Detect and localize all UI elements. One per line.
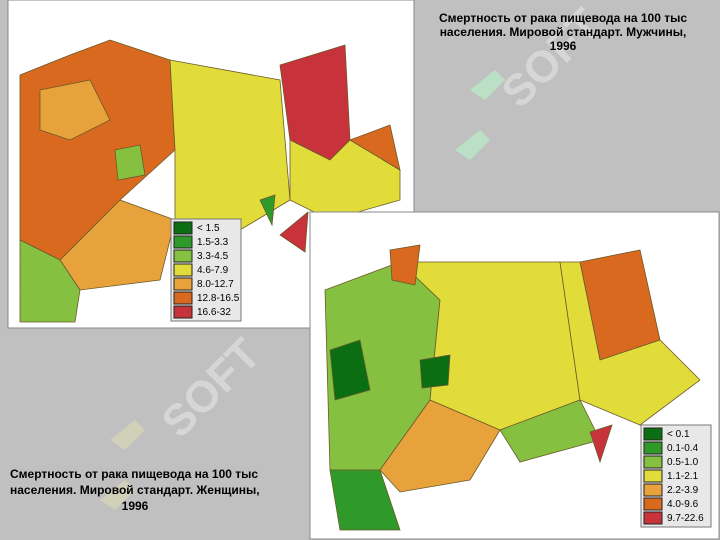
region [19, 239, 81, 323]
region [329, 339, 371, 401]
legend-label: 0.5-1.0 [667, 457, 699, 468]
legend-swatch [643, 483, 663, 497]
region [559, 261, 701, 426]
title-men: Смертность от рака пищевода на 100 тыс н… [439, 11, 687, 53]
legend-swatch [643, 511, 663, 525]
map-title: 1996 [550, 39, 577, 53]
legend: < 1.5 1.5-3.3 3.3-4.5 4.6-7.9 8.0-12.7 12.8-1… [170, 218, 242, 322]
legend-label: 2.2-3.9 [667, 485, 699, 496]
region [389, 244, 421, 286]
legend-label: 4.6-7.9 [197, 265, 229, 276]
legend-swatch [643, 455, 663, 469]
map-title: 1996 [122, 499, 149, 513]
region [114, 144, 146, 181]
legend-label: 4.0-9.6 [667, 499, 699, 510]
region [589, 424, 613, 464]
title-women: Смертность от рака пищевода на 100 тыс н… [10, 467, 260, 513]
legend-swatch [643, 427, 663, 441]
legend-label: 1.1-2.1 [667, 471, 699, 482]
legend-label: 8.0-12.7 [197, 279, 234, 290]
legend-swatch [173, 235, 193, 249]
legend-label: 16.6-32 [197, 307, 231, 318]
legend-swatch [643, 441, 663, 455]
legend-swatch [173, 249, 193, 263]
legend-label: 12.8-16.5 [197, 293, 240, 304]
region [259, 194, 276, 227]
map-title: Смертность от рака пищевода на 100 тыс [10, 467, 258, 481]
watermark: SOFT [152, 329, 270, 447]
region [39, 79, 111, 141]
logo [455, 70, 505, 160]
legend: < 0.1 0.1-0.4 0.5-1.0 1.1-2.1 2.2-3.9 4.0-9.6… [640, 424, 712, 528]
legend-label: 1.5-3.3 [197, 237, 229, 248]
legend-swatch [643, 497, 663, 511]
legend-swatch [173, 277, 193, 291]
legend-label: 9.7-22.6 [667, 513, 704, 524]
map-title: Смертность от рака пищевода на 100 тыс [439, 11, 687, 25]
map-women: < 0.1 0.1-0.4 0.5-1.0 1.1-2.1 2.2-3.9 4.0-9.6… [309, 211, 720, 540]
legend-swatch [173, 291, 193, 305]
region [379, 399, 501, 493]
map-title: населения. Мировой стандарт. Женщины, [10, 483, 260, 497]
region [419, 354, 451, 389]
region [279, 211, 309, 253]
legend-swatch [173, 221, 193, 235]
region [349, 124, 401, 171]
legend-swatch [173, 305, 193, 319]
map-title: населения. Мировой стандарт. Мужчины, [440, 25, 687, 39]
region [329, 469, 401, 531]
region [289, 139, 401, 221]
legend-swatch [173, 263, 193, 277]
legend-label: 0.1-0.4 [667, 443, 699, 454]
legend-label: 3.3-4.5 [197, 251, 229, 262]
logo [100, 420, 145, 510]
legend-label: < 0.1 [667, 429, 690, 440]
legend-swatch [643, 469, 663, 483]
legend-label: < 1.5 [197, 223, 220, 234]
